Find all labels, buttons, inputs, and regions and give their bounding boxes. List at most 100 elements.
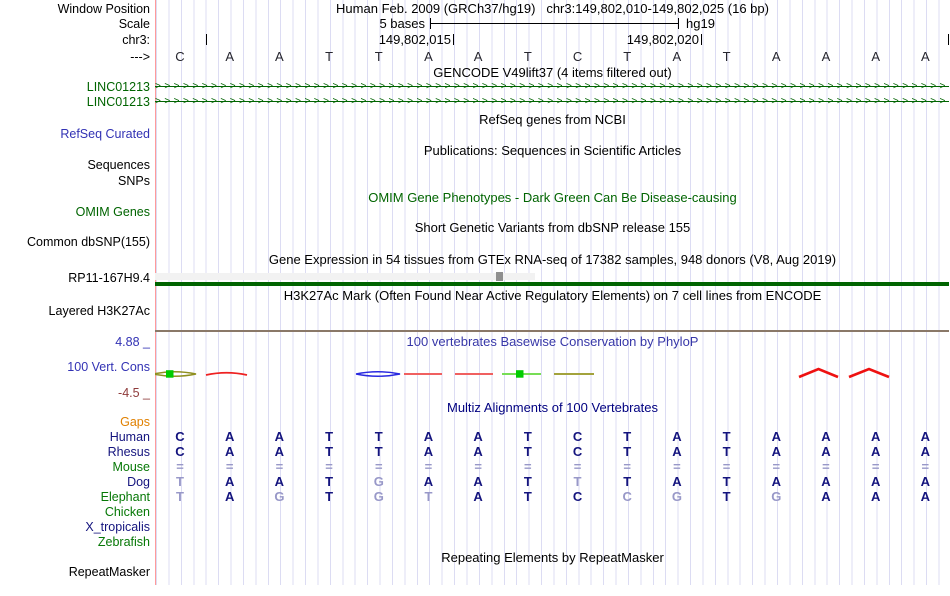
alignment-letter[interactable]: =: [722, 459, 731, 474]
alignment-letter[interactable]: T: [325, 429, 334, 444]
alignment-letter[interactable]: A: [920, 429, 931, 444]
conservation-mark[interactable]: [155, 371, 197, 377]
alignment-letter[interactable]: T: [722, 444, 731, 459]
alignment-letter[interactable]: T: [523, 489, 532, 504]
conservation-mark[interactable]: [798, 367, 839, 379]
alignment-letter[interactable]: A: [274, 444, 285, 459]
track-display-area[interactable]: Human Feb. 2009 (GRCh37/hg19) chr3:149,8…: [155, 0, 950, 585]
alignment-letter[interactable]: =: [325, 459, 333, 474]
alignment-letter[interactable]: A: [821, 429, 831, 444]
species-label-elephant[interactable]: Elephant: [100, 490, 150, 504]
alignment-letter[interactable]: T: [176, 474, 184, 489]
alignment-letter[interactable]: A: [821, 489, 831, 504]
alignment-letter[interactable]: T: [523, 429, 532, 444]
alignment-letter[interactable]: A: [423, 444, 434, 459]
alignment-letter[interactable]: T: [325, 444, 334, 459]
alignment-letter[interactable]: A: [672, 444, 682, 459]
alignment-letter[interactable]: A: [771, 474, 781, 489]
alignment-letter[interactable]: A: [224, 429, 235, 444]
alignment-letter[interactable]: A: [423, 474, 434, 489]
alignment-letter[interactable]: A: [870, 429, 881, 444]
alignment-letter[interactable]: G: [274, 489, 285, 504]
alignment-letter[interactable]: T: [623, 474, 632, 489]
species-label-mouse[interactable]: Mouse: [112, 460, 150, 474]
alignment-letter[interactable]: T: [722, 489, 731, 504]
alignment-letter[interactable]: G: [671, 489, 682, 504]
species-label-dog[interactable]: Dog: [127, 475, 150, 489]
gtex-gene-model[interactable]: [155, 273, 535, 280]
gene-label-linc01213[interactable]: LINC01213: [86, 95, 150, 109]
conservation-mark[interactable]: [205, 371, 248, 376]
lincrna-transcript-bar[interactable]: [155, 282, 949, 286]
alignment-letter[interactable]: A: [473, 474, 483, 489]
conservation-wiggle-plot[interactable]: [155, 360, 950, 390]
alignment-letter[interactable]: C: [572, 429, 583, 444]
track-label-snps[interactable]: SNPs: [118, 174, 150, 188]
alignment-letter[interactable]: T: [722, 429, 731, 444]
track-label-repeatmasker[interactable]: RepeatMasker: [68, 565, 150, 579]
alignment-letter[interactable]: A: [473, 489, 483, 504]
alignment-letter[interactable]: T: [325, 474, 334, 489]
alignment-letter[interactable]: =: [822, 459, 830, 474]
alignment-letter[interactable]: A: [224, 444, 235, 459]
alignment-letter[interactable]: =: [474, 459, 482, 474]
alignment-letter[interactable]: A: [771, 429, 781, 444]
alignment-letter[interactable]: =: [772, 459, 781, 474]
track-label-omim[interactable]: OMIM Genes: [75, 205, 150, 219]
alignment-letter[interactable]: T: [424, 489, 433, 504]
alignment-letter[interactable]: T: [573, 474, 582, 489]
alignment-letter[interactable]: =: [871, 459, 880, 474]
alignment-letter[interactable]: =: [225, 459, 234, 474]
alignment-letter[interactable]: T: [623, 429, 632, 444]
alignment-letter[interactable]: T: [176, 489, 184, 504]
alignment-letter[interactable]: A: [672, 429, 682, 444]
track-label-h3k27ac[interactable]: Layered H3K27Ac: [48, 304, 150, 318]
alignment-letter[interactable]: C: [572, 444, 583, 459]
alignment-letter[interactable]: =: [524, 459, 532, 474]
species-label-rhesus[interactable]: Rhesus: [107, 445, 150, 459]
alignment-letter[interactable]: A: [224, 474, 235, 489]
alignment-letter[interactable]: =: [374, 459, 383, 474]
track-label-conservation[interactable]: 100 Vert. Cons: [67, 360, 150, 374]
gene-transcript-row[interactable]: >>>>>>>>>>>>>>>>>>>>>>>>>>>>>>>>>>>>>>>>…: [155, 81, 949, 92]
alignment-letter[interactable]: A: [821, 444, 831, 459]
alignment-letter[interactable]: =: [573, 459, 582, 474]
alignment-letter[interactable]: G: [373, 489, 384, 504]
alignment-letter[interactable]: A: [224, 489, 235, 504]
track-label-refseq[interactable]: RefSeq Curated: [60, 127, 150, 141]
alignment-letter[interactable]: T: [623, 444, 632, 459]
alignment-letter[interactable]: A: [672, 474, 682, 489]
alignment-letter[interactable]: T: [523, 474, 532, 489]
species-label-zebrafish[interactable]: Zebrafish: [97, 535, 150, 549]
species-label-human[interactable]: Human: [109, 430, 150, 444]
alignment-letter[interactable]: A: [821, 474, 831, 489]
track-label-sequences[interactable]: Sequences: [87, 158, 150, 172]
alignment-letter[interactable]: A: [920, 474, 931, 489]
alignment-letter[interactable]: C: [175, 444, 185, 459]
alignment-letter[interactable]: A: [274, 474, 285, 489]
species-label-gaps[interactable]: Gaps: [120, 415, 150, 429]
alignment-letter[interactable]: C: [175, 429, 185, 444]
alignment-letter[interactable]: A: [274, 429, 285, 444]
alignment-letter[interactable]: =: [424, 459, 433, 474]
alignment-letter[interactable]: A: [920, 444, 931, 459]
alignment-letter[interactable]: T: [722, 474, 731, 489]
conservation-square-marker[interactable]: [516, 370, 524, 378]
alignment-letter[interactable]: A: [920, 489, 931, 504]
alignment-letter[interactable]: A: [870, 489, 881, 504]
alignment-letter[interactable]: =: [176, 459, 184, 474]
track-label-gtex-gene[interactable]: RP11-167H9.4: [68, 271, 150, 285]
alignment-letter[interactable]: G: [373, 474, 384, 489]
track-label-dbsnp[interactable]: Common dbSNP(155): [27, 235, 150, 249]
alignment-letter[interactable]: A: [870, 444, 881, 459]
conservation-mark[interactable]: [848, 367, 890, 379]
alignment-letter[interactable]: A: [473, 429, 483, 444]
alignment-letter[interactable]: =: [275, 459, 284, 474]
alignment-letter[interactable]: =: [623, 459, 631, 474]
gene-label-linc01213[interactable]: LINC01213: [86, 80, 150, 94]
species-label-chicken[interactable]: Chicken: [104, 505, 150, 519]
gene-transcript-row[interactable]: >>>>>>>>>>>>>>>>>>>>>>>>>>>>>>>>>>>>>>>>…: [155, 96, 949, 107]
alignment-letter[interactable]: T: [325, 489, 334, 504]
alignment-letter[interactable]: T: [374, 429, 383, 444]
alignment-letter[interactable]: T: [374, 444, 383, 459]
